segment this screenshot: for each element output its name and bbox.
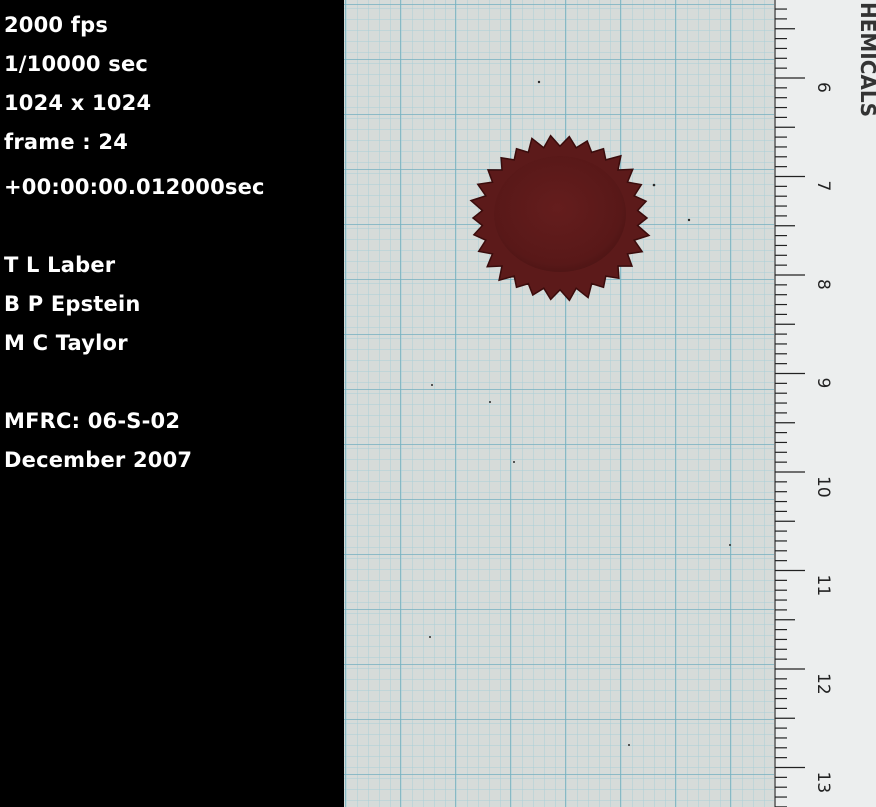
date-text: December 2007 bbox=[4, 448, 193, 472]
author-3: M C Taylor bbox=[4, 331, 128, 355]
ruler-label: 11 bbox=[813, 575, 833, 597]
grid-lines bbox=[344, 0, 784, 807]
info-overlay: 2000 fps 1/10000 sec 1024 x 1024 frame :… bbox=[0, 0, 344, 807]
ruler-label: 12 bbox=[813, 673, 833, 695]
shutter-text: 1/10000 sec bbox=[4, 52, 149, 76]
resolution-text: 1024 x 1024 bbox=[4, 91, 152, 115]
frame-text: frame : 24 bbox=[4, 130, 129, 154]
ruler-brand: HEMICALS bbox=[856, 2, 876, 117]
timecode-text: +00:00:00.012000sec bbox=[4, 175, 265, 199]
blood-drop-photo: 6 7 8 9 10 11 12 13 HEMICALS bbox=[344, 0, 876, 807]
ruler-label: 8 bbox=[813, 279, 833, 290]
fps-text: 2000 fps bbox=[4, 13, 109, 37]
ruler-label: 13 bbox=[813, 772, 833, 794]
ruler: 6 7 8 9 10 11 12 13 HEMICALS bbox=[774, 0, 876, 807]
case-number: MFRC: 06-S-02 bbox=[4, 409, 181, 433]
blood-stain bbox=[469, 134, 651, 302]
ruler-label: 10 bbox=[813, 476, 833, 498]
author-1: T L Laber bbox=[4, 253, 116, 277]
ruler-label: 6 bbox=[813, 82, 833, 93]
author-2: B P Epstein bbox=[4, 292, 141, 316]
ruler-label: 9 bbox=[813, 378, 833, 389]
ruler-label: 7 bbox=[813, 181, 833, 192]
debris-specks bbox=[429, 80, 731, 746]
